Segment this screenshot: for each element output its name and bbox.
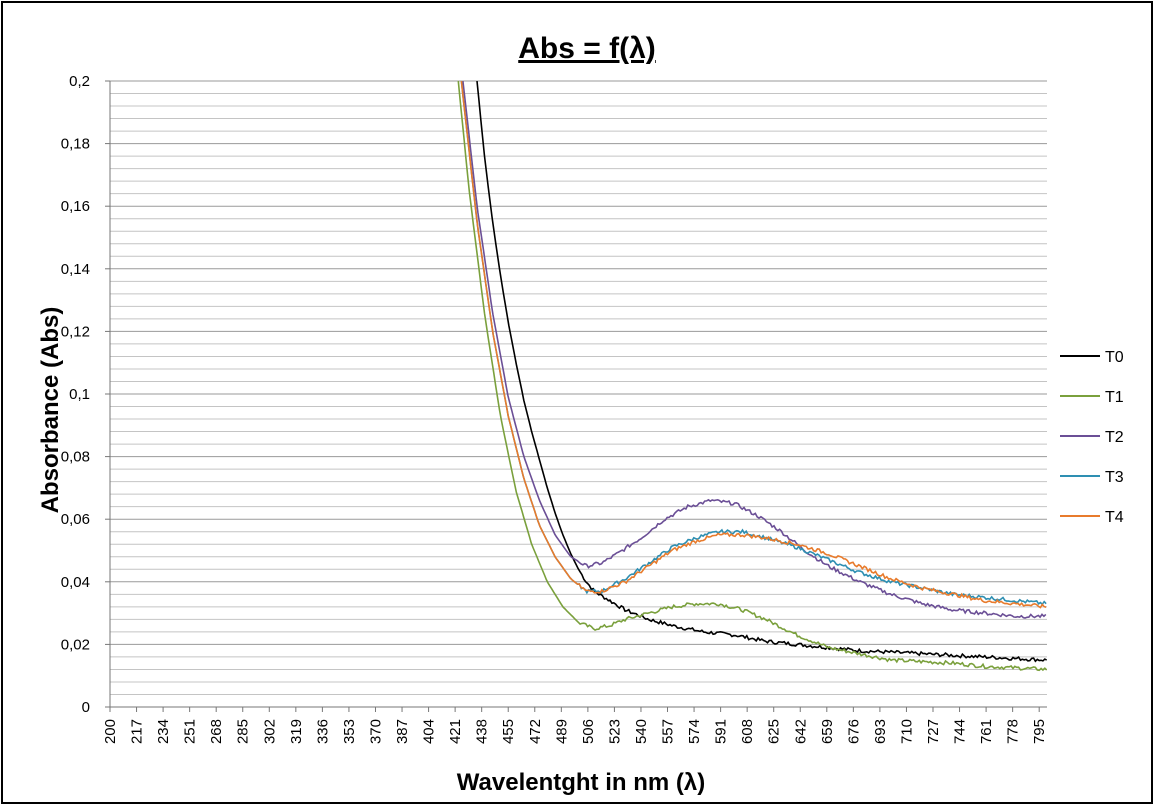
x-tick-label: 659 xyxy=(819,719,836,744)
x-tick-label: 251 xyxy=(182,719,199,744)
x-tick-label: 676 xyxy=(845,719,862,744)
x-tick-label: 744 xyxy=(952,719,969,744)
x-tick-label: 404 xyxy=(421,719,438,744)
x-axis-title: Wavelentght in nm (λ) xyxy=(457,769,705,796)
x-tick-label: 625 xyxy=(766,719,783,744)
y-tick-label: 0,02 xyxy=(61,636,90,653)
x-tick-label: 557 xyxy=(660,719,677,744)
x-tick-label: 591 xyxy=(713,719,730,744)
x-tick-label: 217 xyxy=(129,719,146,744)
x-tick-label: 421 xyxy=(447,719,464,744)
x-tick-label: 268 xyxy=(208,719,225,744)
x-tick-label: 370 xyxy=(367,719,384,744)
x-tick-label: 353 xyxy=(341,719,358,744)
x-tick-label: 200 xyxy=(102,719,119,744)
x-tick-label: 302 xyxy=(261,719,278,744)
x-tick-label: 506 xyxy=(580,719,597,744)
y-tick-label: 0,12 xyxy=(61,323,90,340)
y-tick-label: 0,14 xyxy=(61,261,90,278)
x-tick-label: 472 xyxy=(527,719,544,744)
x-tick-label: 387 xyxy=(394,719,411,744)
y-tick-label: 0,18 xyxy=(61,136,90,153)
x-tick-label: 234 xyxy=(155,719,172,744)
y-tick-label: 0,16 xyxy=(61,198,90,215)
x-tick-label: 642 xyxy=(792,719,809,744)
series-lines xyxy=(457,81,1047,672)
x-tick-label: 710 xyxy=(898,719,915,744)
x-tick-label: 727 xyxy=(925,719,942,744)
x-tick-label: 319 xyxy=(288,719,305,744)
grid-lines xyxy=(110,80,1047,695)
x-tick-label: 540 xyxy=(633,719,650,744)
legend-label-t1: T1 xyxy=(1105,389,1124,406)
x-tick-label: 761 xyxy=(978,719,995,744)
y-tick-labels: 0 0,02 0,04 0,06 0,08 0,1 0,12 0,14 0,16 0,18 0,2 xyxy=(61,73,110,716)
legend-label-t4: T4 xyxy=(1105,509,1124,526)
y-tick-label: 0,06 xyxy=(61,511,90,528)
x-tick-label: 778 xyxy=(1005,719,1022,744)
series-line-t0 xyxy=(476,81,1047,663)
x-tick-label: 285 xyxy=(235,719,252,744)
x-tick-label: 693 xyxy=(872,719,889,744)
x-tick-label: 574 xyxy=(686,719,703,744)
y-axis-title: Absorbance (Abs) xyxy=(37,307,64,514)
y-tick-label: 0,2 xyxy=(69,73,90,90)
legend-label-t0: T0 xyxy=(1105,349,1124,366)
x-tick-label: 795 xyxy=(1031,719,1048,744)
legend-label-t2: T2 xyxy=(1105,429,1124,446)
x-tick-label: 608 xyxy=(739,719,756,744)
x-tick-label: 336 xyxy=(314,719,331,744)
series-line-t1 xyxy=(457,81,1047,672)
y-tick-label: 0 xyxy=(82,699,90,716)
series-line-t2 xyxy=(462,81,1047,619)
y-tick-label: 0,1 xyxy=(69,386,90,403)
x-tick-label: 438 xyxy=(474,719,491,744)
y-tick-label: 0,04 xyxy=(61,574,90,591)
chart-title: Abs = f(λ) xyxy=(518,32,656,65)
x-tick-labels: 200 217 234 251 268 285 302 319 336 353 370 387 404 4… xyxy=(102,707,1048,744)
x-tick-label: 489 xyxy=(553,719,570,744)
y-tick-label: 0,08 xyxy=(61,449,90,466)
x-tick-label: 455 xyxy=(500,719,517,744)
x-tick-label: 523 xyxy=(606,719,623,744)
legend: T0 T1 T2 T3 T4 xyxy=(1060,349,1124,526)
legend-label-t3: T3 xyxy=(1105,469,1124,486)
series-line-t4 xyxy=(460,81,1047,609)
series-line-t3 xyxy=(460,81,1047,606)
